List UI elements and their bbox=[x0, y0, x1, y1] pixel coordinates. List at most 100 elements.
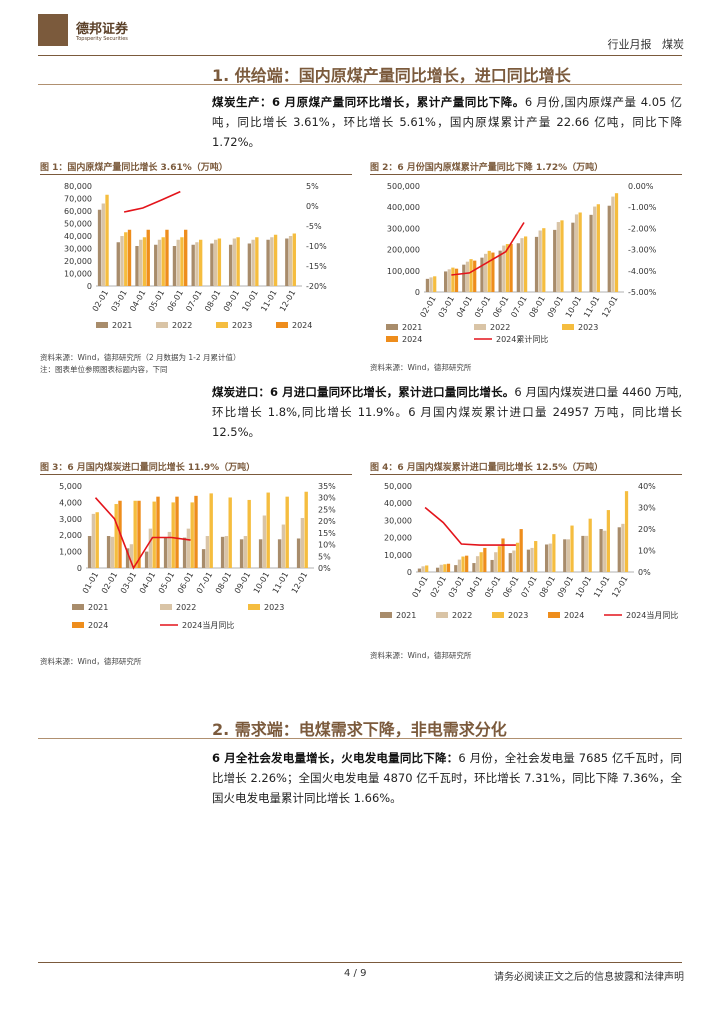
fig1-title: 图 1：国内原煤产量同比增长 3.61%（万吨） bbox=[40, 163, 228, 173]
fig4-xtick-label: 03-01 bbox=[447, 575, 466, 600]
fig4-bar-2022 bbox=[566, 539, 571, 572]
fig4-bar-2024 bbox=[501, 538, 505, 572]
fig2-xtick-label: 11-01 bbox=[582, 295, 601, 320]
fig3-xtick-label: 12-01 bbox=[290, 571, 309, 596]
fig4-bar-2021 bbox=[472, 563, 476, 572]
fig1-legend-label: 2024 bbox=[292, 321, 312, 330]
fig2-ytick-label: 100,000 bbox=[387, 267, 420, 276]
fig4-bar-2024 bbox=[519, 529, 523, 572]
fig3-legend-label: 2024 bbox=[88, 621, 108, 630]
fig4-bar-2021 bbox=[581, 535, 585, 572]
fig4-bar-2022 bbox=[603, 530, 607, 572]
fig1-legend-swatch bbox=[96, 322, 108, 328]
fig4-bar-2022 bbox=[512, 550, 516, 572]
fig2-bar-2021 bbox=[553, 229, 557, 292]
fig3-bar-2023 bbox=[152, 501, 156, 568]
fig2-legend-label: 2024累计同比 bbox=[496, 334, 548, 344]
fig1-bar-2022 bbox=[195, 242, 199, 286]
fig2-bar-2022 bbox=[520, 238, 524, 292]
fig2-legend-label: 2023 bbox=[578, 323, 598, 332]
fig3-bar-2023 bbox=[171, 502, 175, 568]
fig1-xtick-label: 02-01 bbox=[91, 289, 110, 314]
fig1-ytick-label: 0 bbox=[87, 282, 92, 291]
fig1-bar-2023 bbox=[180, 237, 184, 286]
fig2-bar-2022 bbox=[447, 269, 451, 292]
fig2-y2tick-label: -1.00% bbox=[628, 203, 657, 212]
fig4-bar-2021 bbox=[544, 544, 549, 572]
fig4-legend-swatch bbox=[436, 612, 448, 618]
fig2-xtick-label: 05-01 bbox=[473, 295, 492, 320]
coal-production-lead: 煤炭生产：6 月原煤产量同环比增长，累计产量同比下降。 bbox=[212, 95, 525, 109]
company-name-en: Topsperity Securities bbox=[76, 36, 128, 42]
fig1-bar-2024 bbox=[127, 229, 132, 286]
fig3-bar-2023 bbox=[266, 492, 270, 568]
fig3-bar-2021 bbox=[220, 536, 225, 568]
power-generation-paragraph: 6 月全社会发电量增长，火电发电量同比下降：6 月份，全社会发电量 7685 亿… bbox=[212, 748, 682, 808]
fig2-legend-swatch bbox=[474, 324, 486, 330]
fig3-xtick-label: 01-01 bbox=[81, 571, 100, 596]
fig1-chart: 0 10,000 20,000 30,000 40,000 50,000 60,000 70,… bbox=[64, 182, 327, 330]
fig1-bar-2021 bbox=[266, 239, 270, 286]
header-divider bbox=[38, 55, 682, 56]
fig4-ytick-label: 40,000 bbox=[384, 499, 412, 508]
fig1-ytick-label: 40,000 bbox=[64, 232, 92, 241]
fig3-legend-swatch bbox=[72, 604, 84, 610]
fig3-bar-2022 bbox=[300, 517, 305, 568]
fig2-y2tick-label: -2.00% bbox=[628, 224, 657, 233]
fig3-yoy-line bbox=[94, 497, 191, 570]
fig1-bar-2021 bbox=[97, 209, 102, 286]
fig1-bar-2023 bbox=[273, 234, 278, 286]
fig3-bar-2022 bbox=[281, 524, 286, 568]
fig1-legend-label: 2021 bbox=[112, 321, 132, 330]
report-type: 行业月报 bbox=[607, 38, 652, 51]
fig4-xtick-label: 06-01 bbox=[501, 575, 520, 600]
fig3-bar-2022 bbox=[110, 536, 115, 568]
fig4-legend-label: 2022 bbox=[452, 611, 472, 620]
fig3-bar-2024 bbox=[156, 496, 160, 568]
fig1-legend-label: 2023 bbox=[232, 321, 252, 330]
fig3-title: 图 3：6 月国内煤炭进口量同比增长 11.9%（万吨） bbox=[40, 463, 256, 473]
fig3-y2tick-label: 15% bbox=[318, 529, 336, 538]
fig1-ytick-label: 50,000 bbox=[64, 220, 92, 229]
fig3-bar-2023 bbox=[190, 502, 194, 568]
fig1-bar-2022 bbox=[101, 203, 105, 286]
fig2-bar-2022 bbox=[502, 245, 506, 292]
fig3-bar-2023 bbox=[285, 496, 289, 568]
fig1-bar-2024 bbox=[146, 229, 150, 286]
fig1-legend-label: 2022 bbox=[172, 321, 192, 330]
fig2-xtick-label: 10-01 bbox=[564, 295, 583, 320]
fig2-source: 资料来源：Wind，德邦研究所 bbox=[370, 363, 472, 372]
fig2-bar-2024 bbox=[454, 268, 459, 292]
fig1-legend-swatch bbox=[156, 322, 168, 328]
fig3-bar-2021 bbox=[296, 538, 301, 568]
fig1-bar-2021 bbox=[116, 242, 120, 286]
fig1-y2tick-label: 5% bbox=[306, 182, 319, 191]
fig3-xtick-label: 08-01 bbox=[214, 571, 233, 596]
fig3-legend-label: 2024当月同比 bbox=[182, 620, 234, 630]
fig2-ytick-label: 400,000 bbox=[387, 203, 420, 212]
fig2-bar-2021 bbox=[498, 250, 502, 292]
fig1-ytick-label: 10,000 bbox=[64, 270, 92, 279]
fig2-bar-2021 bbox=[534, 236, 539, 292]
fig1-xtick-label: 04-01 bbox=[128, 289, 147, 314]
fig2-y2tick-label: -3.00% bbox=[628, 246, 657, 255]
fig4-y2tick-label: 30% bbox=[638, 504, 656, 513]
fig2-bar-2021 bbox=[425, 278, 430, 292]
fig3-xtick-label: 09-01 bbox=[233, 571, 252, 596]
fig4-xtick-label: 05-01 bbox=[483, 575, 502, 600]
fig3-bar-2021 bbox=[258, 539, 263, 568]
fig4-bar-2022 bbox=[530, 547, 534, 572]
fig4-bar-2023 bbox=[497, 546, 501, 572]
fig3-ytick-label: 1,000 bbox=[59, 548, 82, 557]
fig4-bar-2021 bbox=[526, 549, 531, 572]
fig2-bar-2024 bbox=[509, 243, 513, 292]
fig4-bar-2021 bbox=[563, 539, 567, 572]
fig3-legend-swatch bbox=[248, 604, 260, 610]
fig3-legend-label: 2023 bbox=[264, 603, 284, 612]
fig3-bar-2021 bbox=[125, 548, 130, 568]
fig3-legend-swatch bbox=[72, 622, 84, 628]
fig4-ytick-label: 30,000 bbox=[384, 516, 412, 525]
fig1-xtick-label: 08-01 bbox=[203, 289, 222, 314]
fig4-bar-2021 bbox=[599, 529, 603, 572]
fig2-bar-2022 bbox=[429, 277, 433, 292]
